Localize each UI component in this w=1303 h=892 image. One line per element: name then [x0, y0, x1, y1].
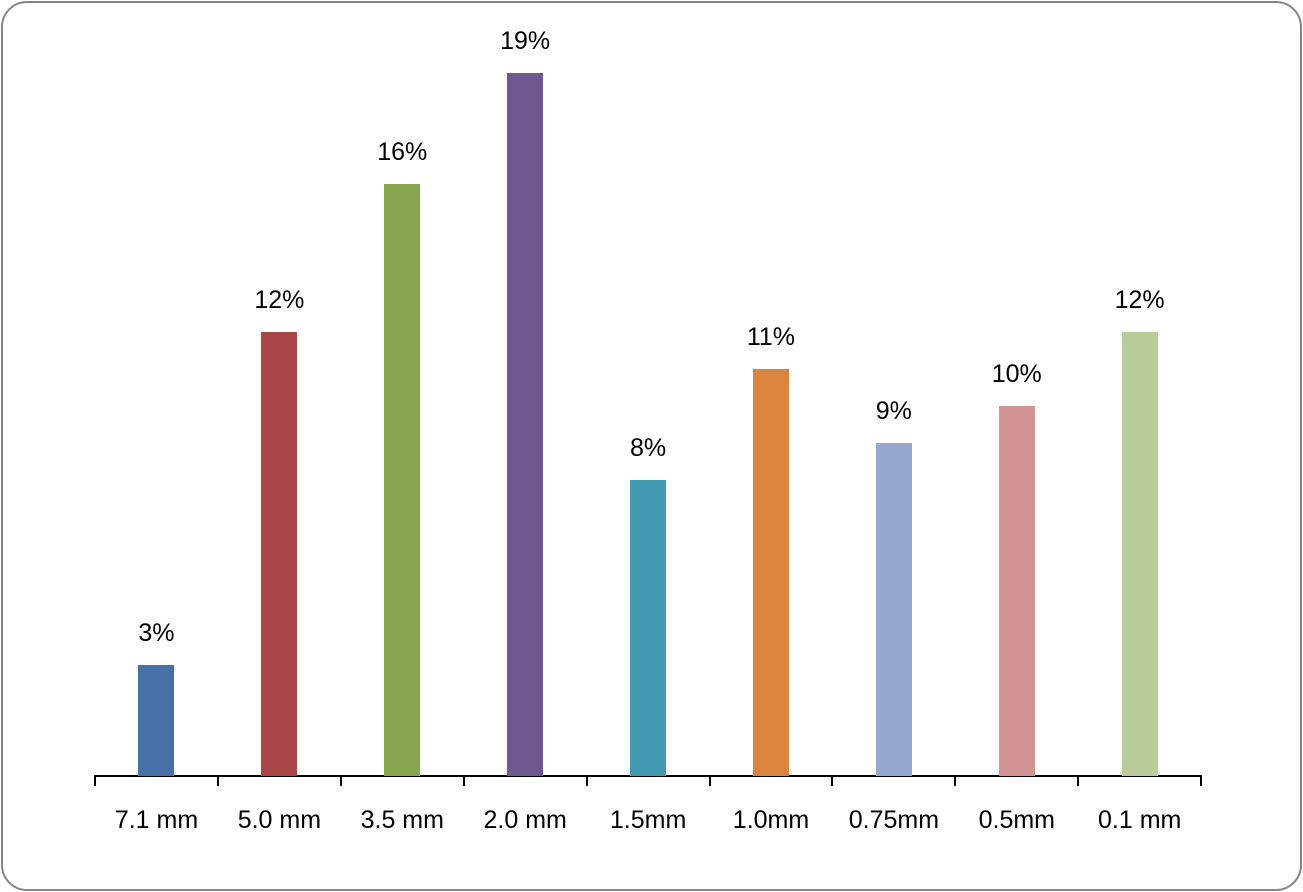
x-axis-tick [1077, 775, 1080, 786]
x-axis-category-label: 3.5 mm [360, 806, 444, 834]
data-label: 8% [629, 434, 667, 462]
x-axis-category-label: 1.5mm [609, 806, 687, 834]
bar [630, 480, 667, 776]
bar [138, 665, 175, 776]
data-label: 3% [138, 619, 175, 647]
data-label: 9% [875, 397, 912, 425]
x-axis-category-label: 5.0 mm [237, 806, 322, 834]
x-axis-category-label: 2.0 mm [483, 806, 567, 834]
bar [261, 332, 298, 776]
x-axis-tick [462, 775, 465, 786]
x-axis-tick [216, 775, 219, 786]
x-axis-tick [831, 775, 834, 786]
x-axis-tick [94, 775, 96, 786]
data-label: 12% [1114, 286, 1165, 314]
data-label: 10% [991, 360, 1042, 388]
x-axis-line [95, 775, 1201, 777]
x-axis-tick [708, 775, 711, 786]
bar [998, 406, 1035, 776]
data-label: 12% [254, 286, 305, 314]
bar [752, 369, 789, 776]
bar [875, 443, 912, 776]
x-axis-category-label: 0.1 mm [1098, 806, 1182, 834]
x-axis-tick [339, 775, 342, 786]
data-label: 19% [500, 27, 551, 55]
x-axis-tick [1200, 775, 1203, 786]
data-label: 11% [746, 323, 796, 351]
x-axis-category-label: 0.5mm [978, 806, 1055, 834]
x-axis-tick [585, 775, 588, 786]
bar [384, 184, 421, 776]
data-label: 16% [377, 138, 428, 166]
x-axis-category-label: 1.0mm [732, 806, 810, 834]
x-axis-category-label: 7.1 mm [114, 806, 199, 834]
x-axis-tick [954, 775, 957, 786]
bar [1121, 332, 1158, 776]
bar [507, 73, 544, 776]
x-axis-category-label: 0.75mm [848, 806, 940, 834]
